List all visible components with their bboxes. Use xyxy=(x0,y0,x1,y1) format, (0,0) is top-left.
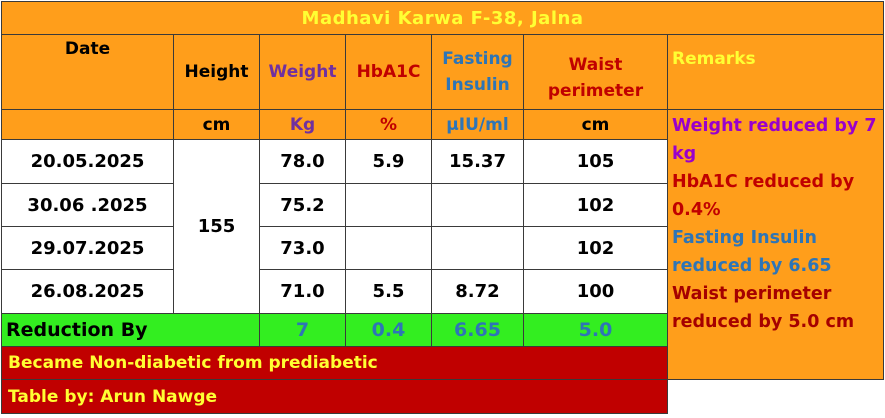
hba1c-unit: % xyxy=(345,109,432,140)
status-row: Became Non-diabetic from prediabetic xyxy=(1,346,884,380)
reduction-waist: 5.0 xyxy=(523,313,668,347)
height-unit: cm xyxy=(173,109,260,140)
status-text: Became Non-diabetic from prediabetic xyxy=(1,346,668,380)
header-row: Date Height Weight HbA1C Fasting Insulin… xyxy=(1,34,884,110)
hba1c-header: HbA1C xyxy=(345,34,432,110)
insulin-cell: 8.72 xyxy=(431,269,524,314)
reduction-weight: 7 xyxy=(259,313,346,347)
weight-unit: Kg xyxy=(259,109,346,140)
weight-cell: 73.0 xyxy=(259,226,346,270)
date-cell: 26.08.2025 xyxy=(1,269,174,314)
remarks-cell: Weight reduced by 7 kg HbA1C reduced by … xyxy=(667,109,884,380)
table-row: 26.08.2025 71.0 5.5 8.72 100 xyxy=(1,269,884,314)
weight-cell: 78.0 xyxy=(259,139,346,184)
height-header: Height xyxy=(173,34,260,110)
hba1c-cell xyxy=(345,183,432,227)
title-row: Madhavi Karwa F-38, Jalna xyxy=(1,1,884,35)
reduction-label: Reduction By xyxy=(1,313,260,347)
weight-cell: 71.0 xyxy=(259,269,346,314)
insulin-cell xyxy=(431,183,524,227)
date-cell: 20.05.2025 xyxy=(1,139,174,184)
table-row: 30.06 .2025 75.2 102 xyxy=(1,183,884,227)
height-cell: 155 xyxy=(173,139,260,314)
credit-text: Table by: Arun Nawge xyxy=(1,379,668,414)
fasting-insulin-header: Fasting Insulin xyxy=(431,34,524,110)
remark-weight: Weight reduced by 7 kg xyxy=(672,116,877,164)
remark-insulin: Fasting Insulin reduced by 6.65 xyxy=(672,228,832,276)
units-row: cm Kg % μIU/ml cm Weight reduced by 7 kg… xyxy=(1,109,884,380)
hba1c-cell: 5.5 xyxy=(345,269,432,314)
waist-unit: cm xyxy=(523,109,668,140)
weight-header: Weight xyxy=(259,34,346,110)
hba1c-cell: 5.9 xyxy=(345,139,432,184)
table-row: 29.07.2025 73.0 102 xyxy=(1,226,884,270)
insulin-unit: μIU/ml xyxy=(431,109,524,140)
credit-row: Table by: Arun Nawge xyxy=(1,379,884,414)
remarks-header: Remarks xyxy=(667,34,884,110)
reduction-insulin: 6.65 xyxy=(431,313,524,347)
waist-cell: 102 xyxy=(523,226,668,270)
weight-cell: 75.2 xyxy=(259,183,346,227)
insulin-cell xyxy=(431,226,524,270)
waist-cell: 100 xyxy=(523,269,668,314)
remark-hba1c: HbA1C reduced by 0.4% xyxy=(672,172,855,220)
waist-header: Waist perimeter xyxy=(523,34,668,110)
table-title: Madhavi Karwa F-38, Jalna xyxy=(1,1,884,35)
date-unit-cell xyxy=(1,109,174,140)
date-cell: 29.07.2025 xyxy=(1,226,174,270)
date-header: Date xyxy=(1,34,174,110)
insulin-cell: 15.37 xyxy=(431,139,524,184)
reduction-row: Reduction By 7 0.4 6.65 5.0 xyxy=(1,313,884,347)
date-cell: 30.06 .2025 xyxy=(1,183,174,227)
hba1c-cell xyxy=(345,226,432,270)
waist-cell: 102 xyxy=(523,183,668,227)
remark-waist: Waist perimeter reduced by 5.0 cm xyxy=(672,284,855,332)
waist-cell: 105 xyxy=(523,139,668,184)
reduction-hba1c: 0.4 xyxy=(345,313,432,347)
